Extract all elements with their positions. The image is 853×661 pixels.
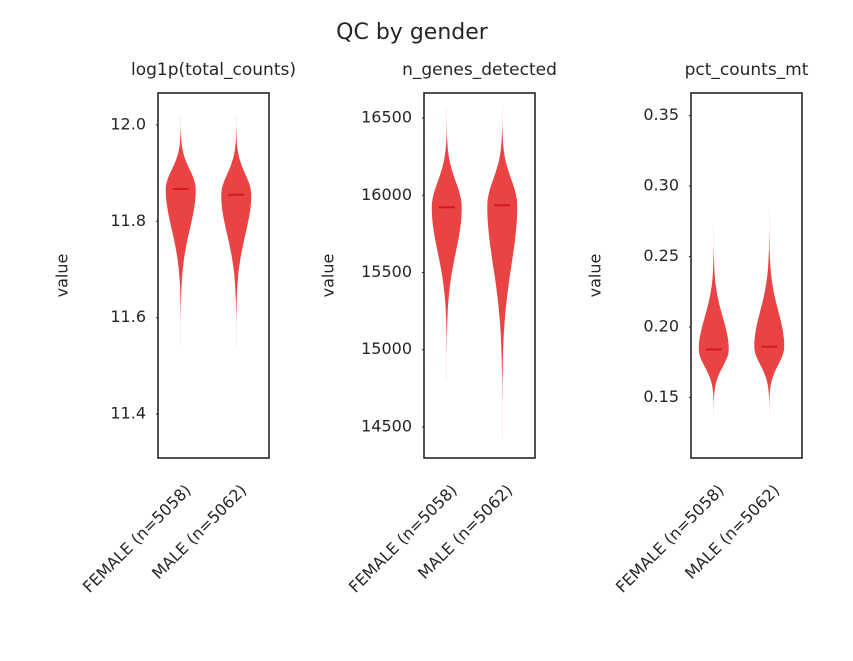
y-tick-label: 15000	[361, 339, 412, 358]
subplot-title: n_genes_detected	[402, 60, 557, 80]
violin-body	[431, 108, 462, 380]
subplot-title: log1p(total_counts)	[131, 60, 296, 80]
subplot-title: pct_counts_mt	[685, 60, 809, 80]
y-tick-label: 11.8	[110, 211, 146, 230]
violin-body	[487, 105, 518, 440]
y-tick-label: 16500	[361, 108, 412, 127]
y-axis-label: value	[53, 254, 72, 298]
axes-frame	[157, 92, 270, 459]
y-tick-label: 14500	[361, 416, 412, 435]
y-tick-label: 12.0	[110, 114, 146, 133]
y-tick-label: 0.25	[643, 246, 679, 265]
violin-body	[698, 225, 729, 416]
violin-body	[221, 115, 252, 349]
y-axis-label: value	[586, 254, 605, 298]
y-tick-label: 16000	[361, 185, 412, 204]
y-tick-label: 0.20	[643, 316, 679, 335]
y-tick-label: 11.4	[110, 404, 146, 423]
y-tick-label: 0.35	[643, 105, 679, 124]
y-tick-label: 0.30	[643, 176, 679, 195]
y-tick-label: 0.15	[643, 387, 679, 406]
violin-body	[165, 115, 196, 345]
axes-frame	[423, 92, 536, 459]
violin-body	[754, 210, 785, 416]
y-tick-label: 15500	[361, 262, 412, 281]
y-axis-label: value	[319, 254, 338, 298]
y-tick-label: 11.6	[110, 307, 146, 326]
axes-frame	[690, 92, 803, 459]
figure-title: QC by gender	[336, 20, 489, 45]
